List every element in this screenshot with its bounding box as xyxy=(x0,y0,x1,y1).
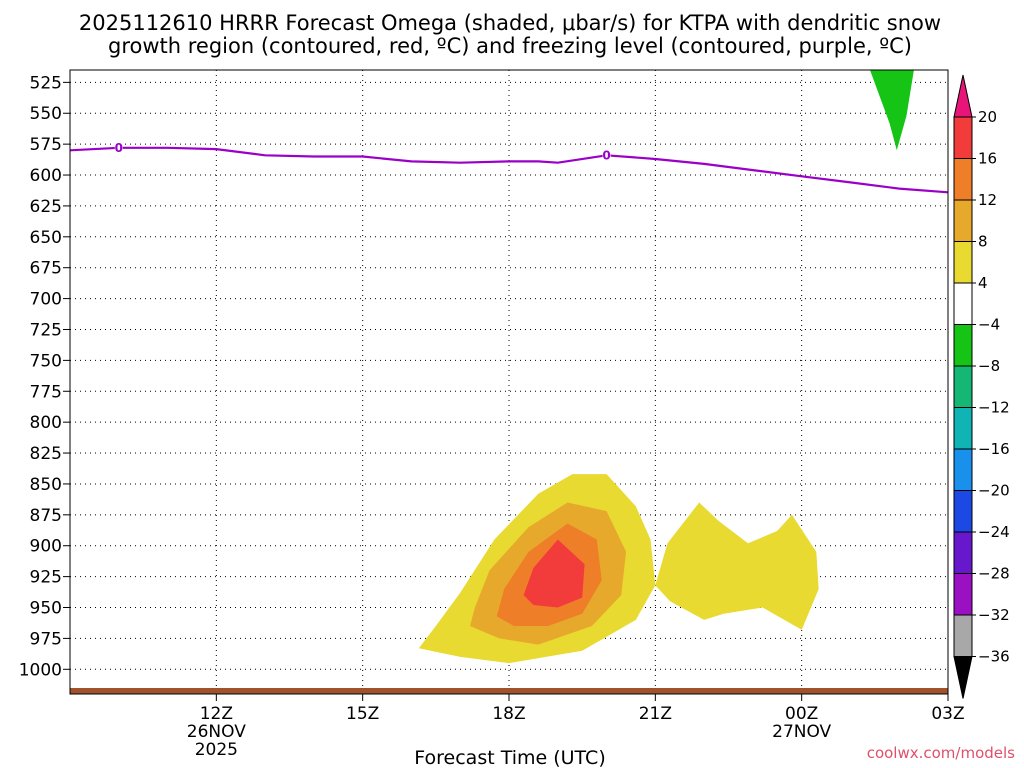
y-tick-label-525: 525 xyxy=(30,73,62,93)
colorbar-bottom-arrow xyxy=(953,656,973,699)
y-tick-label-725: 725 xyxy=(30,320,62,340)
colorbar-label-8: −16 xyxy=(978,440,1010,458)
y-tick-label-650: 650 xyxy=(30,228,62,248)
y-tick-label-950: 950 xyxy=(30,599,62,619)
y-tick-label-900: 900 xyxy=(30,537,62,557)
x-tick-label-00Z: 00Z xyxy=(785,704,818,724)
freezing-label-bg-0 xyxy=(114,140,123,153)
freezing-level-line xyxy=(70,146,948,194)
colorbar-label-9: −20 xyxy=(978,482,1010,500)
y-tick-label-700: 700 xyxy=(30,290,62,310)
y-tick-label-675: 675 xyxy=(30,259,62,279)
colorbar-label-2: 12 xyxy=(978,191,997,209)
omega-shading xyxy=(418,70,914,664)
freezing-level-contour: 00 xyxy=(70,140,948,194)
x-tick-label-03Z: 03Z xyxy=(931,704,964,724)
colorbar-label-3: 8 xyxy=(978,233,988,251)
y-tick-label-775: 775 xyxy=(30,382,62,402)
colorbar-segment-6 xyxy=(953,324,973,367)
colorbar: 20 16 12 8 4 −4 −8 −12 −16 −20 −24 −28 −32 −36 xyxy=(953,74,1010,699)
colorbar-segment-9 xyxy=(953,448,973,491)
credit-text: coolwx.com/models xyxy=(867,744,1015,762)
x-tick-label-12Z: 12Z xyxy=(200,704,233,724)
x-tick-label-21Z: 21Z xyxy=(639,704,672,724)
y-tick-label-550: 550 xyxy=(30,104,62,124)
colorbar-segment-10 xyxy=(953,490,973,533)
x-axis-label: Forecast Time (UTC) xyxy=(414,747,605,768)
colorbar-label-4: 4 xyxy=(978,274,988,292)
x-tick-date-12Z: 26NOV xyxy=(187,722,246,742)
y-tick-label-825: 825 xyxy=(30,444,62,464)
colorbar-label-11: −28 xyxy=(978,565,1010,583)
colorbar-segment-4 xyxy=(953,241,973,284)
y-tick-label-600: 600 xyxy=(30,166,62,186)
x-tick-label-15Z: 15Z xyxy=(346,704,379,724)
colorbar-segment-1 xyxy=(953,116,973,159)
colorbar-label-1: 16 xyxy=(978,150,997,168)
x-tick-date-00Z: 27NOV xyxy=(772,722,831,742)
colorbar-label-10: −24 xyxy=(978,523,1010,541)
colorbar-label-13: −36 xyxy=(978,648,1010,666)
y-tick-label-875: 875 xyxy=(30,506,62,526)
surface-band xyxy=(70,688,948,694)
plot-area: 00 xyxy=(69,69,949,695)
y-tick-label-575: 575 xyxy=(30,135,62,155)
colorbar-segment-12 xyxy=(953,573,973,616)
y-tick-label-850: 850 xyxy=(30,475,62,495)
colorbar-segment-2 xyxy=(953,158,973,201)
omega-region-5 xyxy=(870,70,914,151)
y-tick-label-750: 750 xyxy=(30,351,62,371)
x-tick-label-18Z: 18Z xyxy=(492,704,525,724)
colorbar-label-5: −4 xyxy=(978,316,1000,334)
y-axis-ticks: 525 550 575 600 625 650 675 700 725 750 775 800 825 8… xyxy=(19,73,70,680)
y-tick-label-925: 925 xyxy=(30,568,62,588)
y-tick-label-625: 625 xyxy=(30,197,62,217)
colorbar-label-12: −32 xyxy=(978,606,1010,624)
colorbar-label-0: 20 xyxy=(978,108,997,126)
colorbar-label-6: −8 xyxy=(978,357,1000,375)
chart-title-line-1: 2025112610 HRRR Forecast Omega (shaded, … xyxy=(79,11,941,35)
colorbar-segment-8 xyxy=(953,407,973,450)
colorbar-segment-7 xyxy=(953,365,973,408)
colorbar-segment-3 xyxy=(953,199,973,242)
colorbar-label-7: −12 xyxy=(978,399,1010,417)
y-tick-label-800: 800 xyxy=(30,413,62,433)
freezing-level-label-0: 0 xyxy=(115,141,123,155)
x-tick-year-12Z: 2025 xyxy=(195,740,238,760)
freezing-label-bg-1 xyxy=(602,148,611,161)
omega-region-4 xyxy=(523,539,585,608)
colorbar-segment-11 xyxy=(953,531,973,574)
colorbar-segment-5 xyxy=(953,282,973,325)
y-tick-label-1000: 1000 xyxy=(19,660,62,680)
chart-title-line-2: growth region (contoured, red, ºC) and f… xyxy=(108,34,912,58)
omega-region-1 xyxy=(655,502,819,630)
colorbar-segment-13 xyxy=(953,614,973,657)
y-tick-label-975: 975 xyxy=(30,629,62,649)
freezing-level-label-1: 0 xyxy=(602,148,610,162)
